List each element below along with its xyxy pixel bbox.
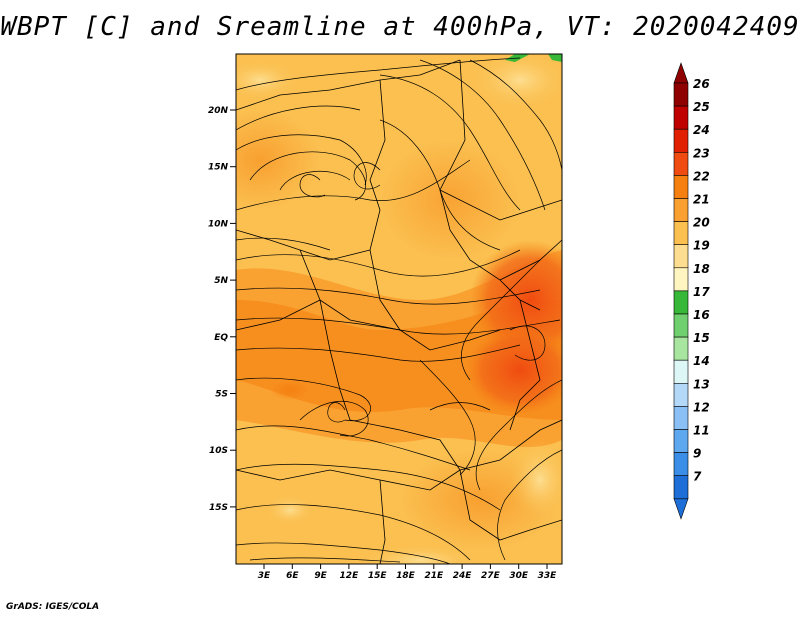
map-title: WBPT [C] and Sreamline at 400hPa, VT: 20… xyxy=(0,12,800,42)
lon-tick-label: 12E xyxy=(340,571,360,581)
colorbar-label: 23 xyxy=(693,146,710,160)
lon-tick-label: 15E xyxy=(368,571,388,581)
streamlines xyxy=(236,57,562,564)
lon-tick-label: 3E xyxy=(258,571,271,581)
lat-tick-label: 20N xyxy=(208,106,229,116)
colorbar-label: 19 xyxy=(693,239,710,253)
colorbar-segment xyxy=(673,105,689,130)
colorbar-segment xyxy=(673,313,689,338)
lon-tick-label: 6E xyxy=(286,571,299,581)
lat-tick-label: 15S xyxy=(209,503,228,513)
colorbar-label: 9 xyxy=(693,447,701,461)
colorbar-segment xyxy=(673,429,689,453)
grads-credit: GrADS: IGES/COLA xyxy=(6,602,100,612)
colorbar-label: 18 xyxy=(693,262,710,276)
latitude-axis: 20N 15N 10N 5N EQ 5S 10S 15S xyxy=(208,106,236,513)
lat-tick-label: 10N xyxy=(208,219,229,229)
colorbar-segment xyxy=(673,198,689,222)
wbpt-field xyxy=(236,54,562,564)
colorbar-label: 17 xyxy=(693,285,710,299)
lon-tick-label: 18E xyxy=(396,571,416,581)
colorbar-label: 12 xyxy=(693,400,710,414)
map-frame xyxy=(235,53,563,565)
colorbar-label: 7 xyxy=(693,470,702,484)
colorbar-label: 21 xyxy=(693,193,710,207)
colorbar-segment xyxy=(673,359,689,384)
colorbar-segment xyxy=(673,475,689,500)
colorbar-label: 20 xyxy=(693,216,710,230)
lon-tick-label: 21E xyxy=(424,571,444,581)
colorbar-label: 24 xyxy=(693,123,710,137)
colorbar-label: 16 xyxy=(693,308,710,322)
colorbar-segment xyxy=(673,152,689,176)
colorbar-label: 13 xyxy=(693,377,710,391)
colorbar-label: 25 xyxy=(693,100,710,114)
colorbar-segment xyxy=(673,406,689,430)
colorbar-label: 15 xyxy=(693,331,710,345)
colorbar-label: 11 xyxy=(693,424,710,438)
lat-tick-label: 5S xyxy=(215,390,228,400)
lon-tick-label: 27E xyxy=(481,571,501,581)
colorbar-label: 26 xyxy=(693,77,710,91)
colorbar-segment xyxy=(673,336,689,361)
lat-tick-label: EQ xyxy=(214,333,228,343)
longitude-axis: 3E 6E 9E 12E 15E 18E 21E 24E 27E 30E 33E xyxy=(258,564,557,581)
colorbar-top-arrow xyxy=(673,62,689,84)
lat-tick-label: 15N xyxy=(208,163,229,173)
lat-tick-label: 5N xyxy=(214,276,228,286)
colorbar-label: 14 xyxy=(693,354,710,368)
lon-tick-label: 9E xyxy=(314,571,327,581)
colorbar-segment xyxy=(673,382,689,407)
colorbar-label: 22 xyxy=(693,169,710,183)
colorbar-segment xyxy=(673,221,689,246)
lon-tick-label: 24E xyxy=(453,571,473,581)
lon-tick-label: 33E xyxy=(538,571,558,581)
colorbar-segment xyxy=(673,244,689,269)
colorbar-segment xyxy=(673,128,689,153)
colorbar-segment xyxy=(673,290,689,315)
lon-tick-label: 30E xyxy=(509,571,529,581)
colorbar-segment xyxy=(673,82,689,107)
colorbar-segment xyxy=(673,175,689,199)
colorbar-bottom-arrow xyxy=(673,498,689,520)
lat-tick-label: 10S xyxy=(209,446,228,456)
colorbar-segment xyxy=(673,452,689,477)
country-borders xyxy=(236,59,562,564)
colorbar-segment xyxy=(673,267,689,292)
